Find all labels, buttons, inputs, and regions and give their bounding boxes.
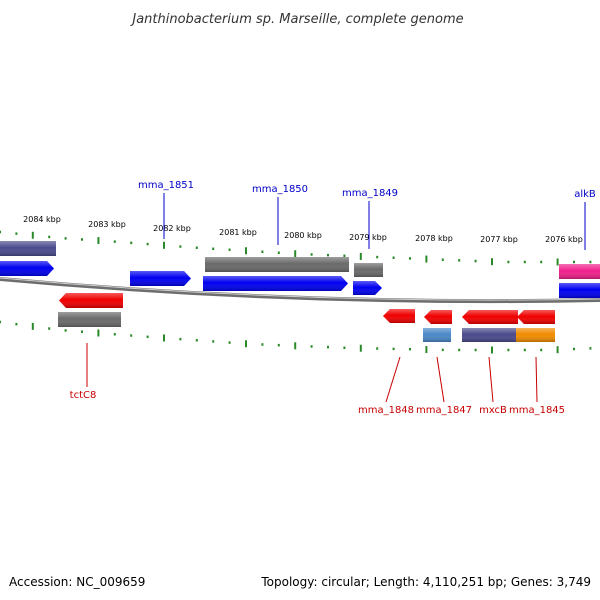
gene-feature-gray[interactable]	[58, 312, 121, 327]
kbp-tick-label: 2080 kbp	[284, 231, 322, 240]
gene-feature-mma-1848[interactable]	[383, 309, 415, 323]
gene-label: mma_1847	[416, 405, 472, 416]
gene-label: alkB	[574, 189, 596, 200]
leader-line	[436, 356, 445, 403]
gene-feature-blue[interactable]	[0, 261, 54, 276]
gene-feature-mma-1850[interactable]	[203, 276, 348, 291]
inner-tick-ring	[0, 320, 592, 354]
kbp-tick-label: 2076 kbp	[545, 235, 583, 244]
kbp-tick-labels: 2084 kbp 2083 kbp 2082 kbp 2081 kbp 2080 kbp…	[23, 215, 583, 244]
map-title: Janthinobacterium sp. Marseille, complet…	[129, 12, 463, 27]
gene-feature-blue[interactable]	[130, 271, 191, 286]
kbp-tick-label: 2079 kbp	[349, 233, 387, 242]
topology-text: Topology: circular; Length: 4,110,251 bp…	[260, 575, 591, 589]
gene-feature-slate[interactable]	[0, 241, 56, 256]
gene-label: mma_1845	[509, 405, 565, 416]
accession-text: Accession: NC_009659	[9, 575, 145, 589]
gene-feature-gray[interactable]	[354, 263, 383, 277]
gene-feature-gray[interactable]	[205, 257, 349, 272]
kbp-tick-label: 2084 kbp	[23, 215, 61, 224]
leader-line	[488, 356, 494, 403]
genome-backbone	[0, 277, 600, 304]
gene-label: mxcB	[479, 405, 507, 416]
gene-feature-mma-1847[interactable]	[424, 310, 452, 324]
gene-feature-alkb[interactable]	[559, 264, 600, 279]
gene-feature-steelblue[interactable]	[423, 328, 451, 342]
leader-line	[385, 356, 401, 403]
kbp-tick-label: 2083 kbp	[88, 220, 126, 229]
gene-label: mma_1850	[252, 184, 308, 195]
gene-label: mma_1848	[358, 405, 414, 416]
kbp-tick-label: 2081 kbp	[219, 228, 257, 237]
gene-feature-orange[interactable]	[516, 328, 555, 342]
gene-label: tctC8	[70, 390, 97, 401]
gene-feature-mma-1849[interactable]	[353, 281, 382, 295]
leader-line	[535, 356, 538, 403]
outer-tick-ring	[0, 230, 592, 266]
gene-feature-slate[interactable]	[462, 328, 516, 342]
gene-feature-mxcb[interactable]	[462, 310, 518, 324]
gene-labels: mma_1851 mma_1850 mma_1849 alkB tctC8 mma_184…	[70, 180, 596, 416]
kbp-tick-label: 2082 kbp	[153, 224, 191, 233]
kbp-tick-label: 2077 kbp	[480, 235, 518, 244]
gene-label: mma_1851	[138, 180, 194, 191]
gene-feature-blue[interactable]	[559, 283, 600, 298]
label-leader-lines	[86, 193, 586, 403]
kbp-tick-label: 2078 kbp	[415, 234, 453, 243]
gene-feature-tctc8[interactable]	[59, 293, 123, 308]
gene-feature-mma-1845[interactable]	[517, 310, 555, 324]
gene-features[interactable]	[0, 241, 600, 342]
gene-label: mma_1849	[342, 188, 398, 199]
